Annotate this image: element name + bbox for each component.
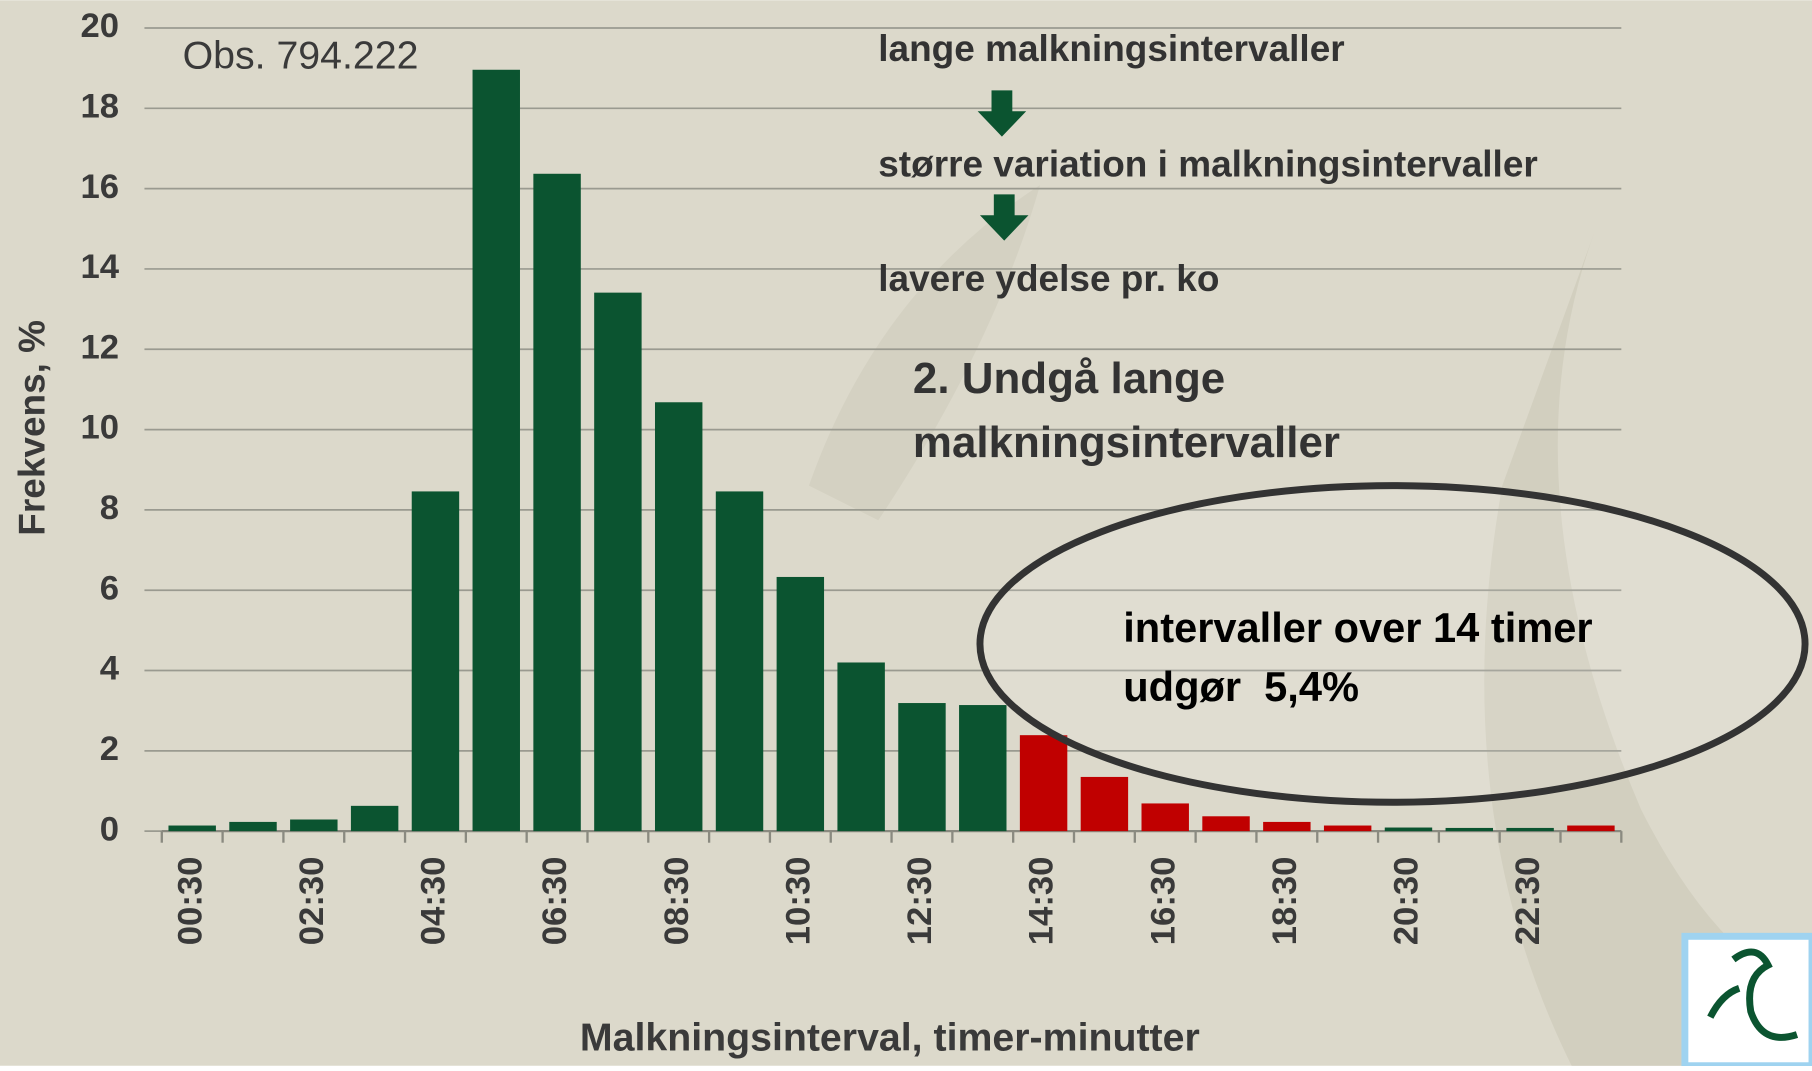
heading: 2. Undgå lange [913, 354, 1225, 403]
bar [290, 819, 338, 832]
bar [1567, 825, 1615, 832]
x-tick-label: 22:30 [1509, 857, 1547, 946]
annotation: lange malkningsintervaller [878, 28, 1344, 69]
bar [837, 662, 885, 832]
arrow [977, 90, 1027, 137]
logo-figure [1707, 948, 1799, 1041]
bar [1384, 827, 1433, 832]
bar [1263, 821, 1311, 832]
bar [1019, 735, 1068, 832]
annotation: udgør 5,4% [1123, 663, 1359, 710]
x-tick-label: 04:30 [415, 857, 453, 946]
y-tick-label: 0 [100, 810, 119, 848]
y-axis-label: Frekvens, % [11, 320, 52, 536]
y-tick-label: 6 [100, 569, 119, 607]
y-tick-label: 18 [80, 87, 119, 125]
bar [1506, 827, 1554, 832]
bar [168, 825, 216, 832]
bar [229, 821, 277, 832]
bar [959, 705, 1007, 832]
x-tick-label: 02:30 [293, 857, 331, 946]
bar [776, 576, 825, 832]
bar [472, 69, 520, 832]
x-tick-label: 06:30 [536, 857, 574, 946]
annotation: lavere ydelse pr. ko [878, 258, 1219, 299]
bar [350, 805, 399, 832]
y-tick-label: 2 [100, 730, 119, 768]
bar [654, 402, 703, 832]
bar [533, 173, 581, 832]
annotation: større variation i malkningsintervaller [878, 143, 1538, 184]
x-tick-label: 18:30 [1266, 857, 1304, 946]
annotation: intervaller over 14 timer [1123, 604, 1592, 651]
x-axis-label: Malkningsinterval, timer-minutter [580, 1016, 1200, 1060]
bar [594, 292, 642, 832]
y-tick-label: 14 [80, 248, 119, 286]
annotation: Obs. 794.222 [183, 33, 419, 77]
x-tick-label: 16:30 [1144, 857, 1182, 946]
y-tick-label: 20 [80, 7, 119, 45]
y-tick-label: 8 [100, 489, 119, 527]
arrow [979, 194, 1029, 241]
bar [1323, 825, 1372, 832]
highlight-ellipse [976, 482, 1809, 806]
bar [411, 491, 460, 832]
bar [1141, 803, 1189, 832]
y-tick-label: 12 [80, 328, 119, 366]
x-tick-label: 10:30 [779, 857, 817, 946]
x-tick-label: 20:30 [1388, 857, 1426, 946]
background-shape [1484, 231, 1812, 1066]
bar [898, 703, 946, 832]
x-tick-label: 08:30 [658, 857, 696, 946]
bar [1202, 816, 1250, 832]
y-tick-label: 10 [80, 409, 119, 447]
x-tick-label: 12:30 [901, 857, 939, 946]
bar [1080, 776, 1129, 832]
x-tick-label: 00:30 [171, 857, 209, 946]
y-tick-label: 4 [100, 650, 120, 688]
y-tick-label: 16 [80, 168, 119, 206]
heading: malkningsintervaller [913, 418, 1340, 467]
bar [715, 491, 764, 832]
bar [1445, 827, 1494, 832]
x-tick-label: 14:30 [1023, 857, 1061, 946]
